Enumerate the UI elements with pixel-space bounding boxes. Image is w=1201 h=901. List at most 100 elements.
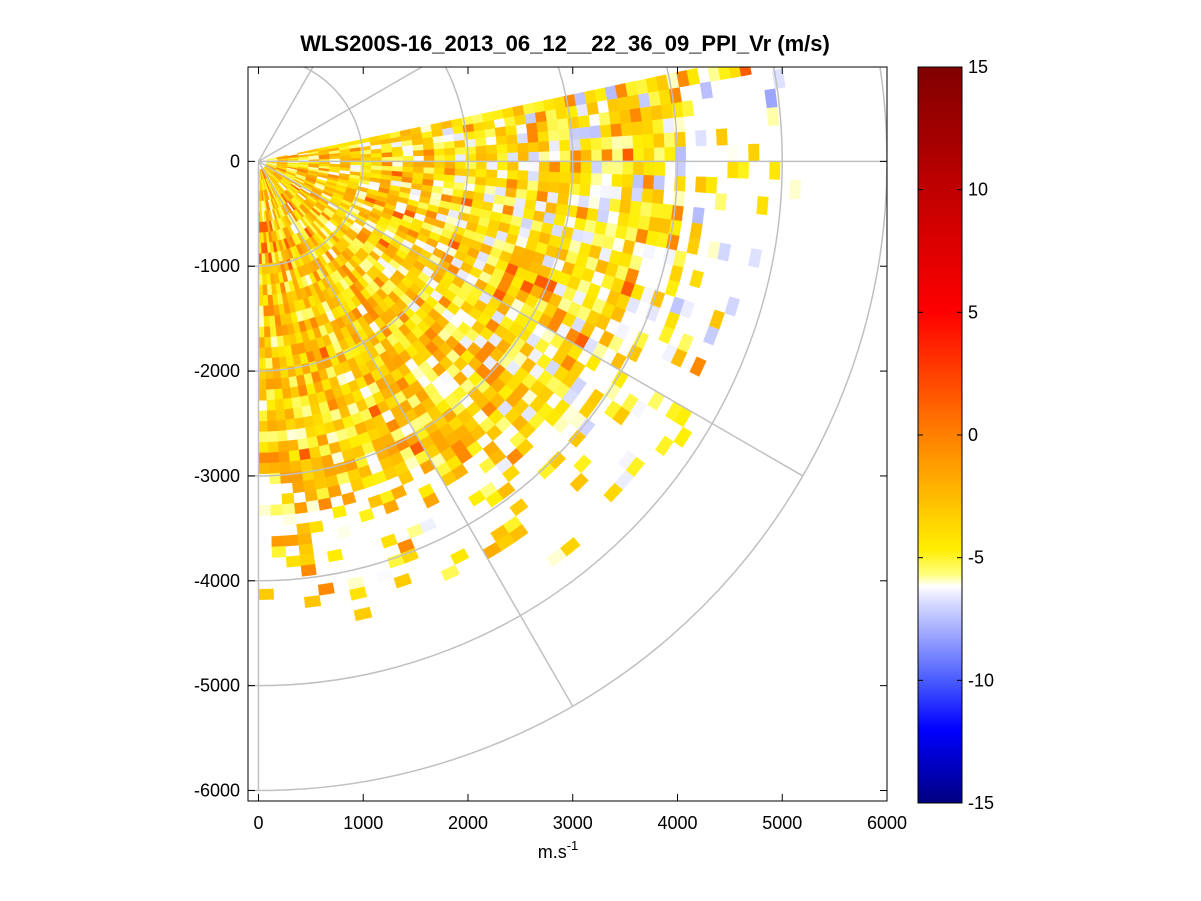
velocity-cell	[474, 137, 487, 147]
velocity-cell	[577, 114, 591, 128]
velocity-cell	[538, 140, 550, 152]
velocity-cell	[664, 146, 676, 162]
velocity-cell	[516, 179, 529, 190]
velocity-cell	[677, 333, 694, 353]
velocity-cell	[286, 429, 298, 442]
velocity-cell	[577, 194, 591, 209]
velocity-cell	[691, 206, 705, 225]
velocity-cell	[612, 148, 624, 162]
x-axis-label-exponent: -1	[567, 838, 579, 853]
velocity-cell	[619, 108, 632, 124]
velocity-cell	[412, 171, 424, 179]
velocity-cell	[620, 121, 633, 137]
velocity-cell	[505, 124, 518, 136]
velocity-cell	[413, 161, 425, 168]
velocity-cell	[419, 517, 437, 534]
velocity-cell	[591, 161, 603, 174]
velocity-cell	[610, 185, 623, 200]
velocity-cell	[412, 149, 425, 157]
velocity-cell	[455, 153, 467, 162]
velocity-cell	[614, 322, 631, 340]
y-tick-label: -2000	[194, 361, 240, 381]
velocity-cell	[486, 152, 498, 162]
velocity-cell	[494, 186, 507, 197]
velocity-cell	[502, 464, 520, 483]
velocity-cell	[390, 484, 407, 500]
grid-spoke	[257, 160, 574, 707]
velocity-cell	[453, 181, 466, 191]
velocity-cell	[317, 582, 335, 596]
velocity-cell	[737, 161, 749, 179]
velocity-cell	[433, 167, 446, 175]
velocity-cell	[267, 420, 278, 432]
velocity-cell	[512, 104, 525, 117]
velocity-cell	[284, 408, 295, 421]
velocity-cell	[622, 148, 634, 162]
velocity-cell	[486, 161, 498, 170]
velocity-cell	[534, 110, 548, 123]
y-tick-label: -5000	[194, 676, 240, 696]
velocity-cell	[524, 198, 537, 211]
colorbar-tick-label: 0	[968, 425, 978, 445]
velocity-cell	[631, 187, 644, 202]
velocity-cell	[267, 430, 279, 443]
velocity-cell	[298, 448, 312, 461]
velocity-cell	[299, 553, 316, 567]
velocity-cell	[545, 201, 558, 215]
velocity-cell	[483, 192, 496, 204]
velocity-cell	[258, 421, 269, 433]
x-tick-label: 1000	[343, 813, 383, 833]
velocity-cell	[548, 140, 561, 152]
velocity-cell	[358, 508, 375, 523]
velocity-cell	[266, 389, 276, 401]
velocity-cell	[629, 107, 643, 123]
velocity-cell	[444, 147, 456, 156]
velocity-cell	[685, 161, 697, 177]
velocity-cell	[643, 147, 655, 162]
velocity-cell	[402, 155, 414, 162]
velocity-cell	[263, 305, 270, 317]
velocity-cell	[559, 161, 571, 173]
velocity-cell	[443, 174, 456, 183]
grid-spoke	[258, 67, 424, 163]
colorbar-tick-label: -5	[968, 548, 984, 568]
velocity-cell	[517, 151, 529, 162]
velocity-cell	[331, 505, 347, 519]
velocity-cell	[392, 161, 404, 167]
velocity-cell	[599, 124, 612, 138]
velocity-cell	[681, 100, 695, 117]
x-tick-label: 6000	[867, 813, 907, 833]
velocity-cell	[653, 146, 666, 162]
velocity-cell	[444, 161, 456, 169]
velocity-cell	[549, 161, 561, 173]
velocity-cell	[537, 130, 550, 143]
velocity-cell	[517, 170, 529, 181]
velocity-cell	[547, 181, 560, 194]
velocity-cell	[590, 172, 603, 186]
velocity-cell	[282, 503, 296, 516]
velocity-cell	[650, 202, 663, 219]
velocity-cell	[507, 161, 519, 171]
velocity-cell	[579, 183, 592, 197]
velocity-cell	[475, 145, 487, 155]
velocity-cell	[538, 170, 550, 182]
velocity-cell	[423, 166, 435, 174]
velocity-cell	[525, 122, 538, 134]
velocity-cell	[297, 437, 310, 451]
plot-frame	[247, 66, 888, 802]
velocity-cell	[423, 148, 435, 156]
velocity-cell	[258, 410, 268, 422]
velocity-cell	[493, 194, 506, 205]
velocity-cell	[660, 203, 674, 220]
velocity-cell	[789, 179, 802, 200]
velocity-cell	[727, 161, 739, 179]
velocity-cell	[473, 183, 486, 194]
velocity-cell	[546, 191, 559, 204]
velocity-cell	[296, 522, 311, 535]
velocity-cell	[641, 119, 654, 135]
velocity-cell	[705, 176, 718, 194]
velocity-cell	[444, 167, 456, 176]
velocity-cell	[495, 135, 508, 145]
colorbar-ticks: 15 10 5 0 -5 -10 -15	[918, 57, 994, 813]
